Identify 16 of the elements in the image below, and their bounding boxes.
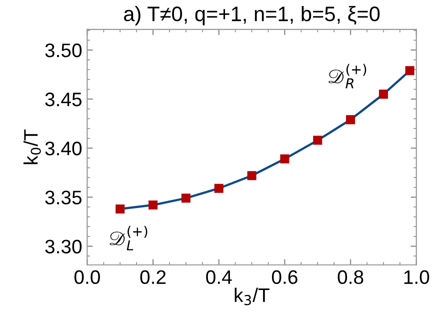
y-tick-label: 3.40 bbox=[45, 142, 82, 156]
annotation: 𝒟$^{(+)}$$_{R}$ bbox=[328, 64, 366, 88]
x-tick-label: 0.2 bbox=[140, 270, 166, 284]
y-tick-label: 3.35 bbox=[45, 190, 82, 204]
x-tick-label: 0.6 bbox=[272, 270, 298, 284]
x-tick-label: 0.8 bbox=[338, 270, 364, 284]
y-tick-label: 3.45 bbox=[45, 92, 82, 106]
y-tick-label: 3.50 bbox=[45, 44, 82, 58]
x-axis-title: k$_{3}$/T bbox=[234, 288, 270, 306]
annotation: 𝒟$^{(+)}$$_{L}$ bbox=[110, 226, 148, 250]
x-tick-label: 0.0 bbox=[74, 270, 100, 284]
chart-title: a) T≠0, q=+1, n=1, b=5, ξ=0 bbox=[124, 6, 380, 26]
y-axis-title: k$_{0}$/T bbox=[23, 129, 41, 164]
x-tick-label: 1.0 bbox=[404, 270, 430, 284]
y-tick-label: 3.30 bbox=[45, 240, 82, 254]
x-tick-label: 0.4 bbox=[206, 270, 232, 284]
